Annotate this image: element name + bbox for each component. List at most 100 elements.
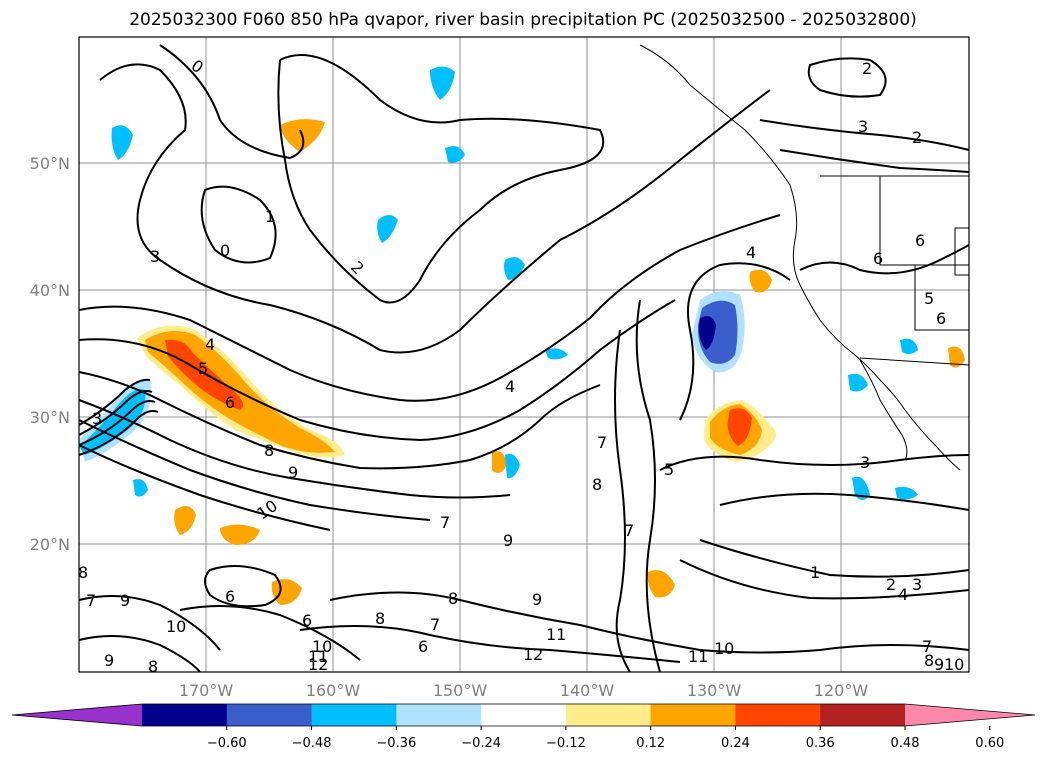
coastline-baja [859,359,908,461]
positive-anomaly-east-strong [727,408,752,446]
colorbar-tick-label: 0.48 [891,736,920,751]
coastline-north-america [639,44,961,471]
contour-line-1a [200,185,277,264]
contour-label-4-d: 4 [898,585,908,604]
negative-anomaly-small-2 [111,125,133,160]
map-panel: 0 0 1 1 2 2 2 2 3 3 3 3 3 4 4 4 4 5 5 5 … [78,36,970,676]
negative-anomaly-small-3 [377,215,398,243]
contour-label-9-e: 9 [104,651,114,670]
negative-anomaly-small-4 [504,256,525,280]
coastlines [639,44,970,471]
contour-line-2 [277,54,605,304]
dense-contours-west [78,378,159,456]
lat-label-40n: 40°N [30,281,70,300]
dense-contour-2 [78,390,153,436]
contour-label-9-a: 9 [288,463,298,482]
colorbar-tick-label: −0.12 [546,736,586,751]
contour-line-south-1 [329,591,970,654]
colorbar-segment [396,704,482,726]
state-border-1 [879,176,969,266]
contour-label-8-e: 8 [592,475,602,494]
colorbar-segment [650,704,736,726]
contour-line-4 [78,214,781,402]
lon-label-130w: 130°W [687,681,742,700]
positive-anomaly-small-3 [271,579,302,605]
contour-label-2-b: 2 [862,59,872,78]
contour-label-8-a: 8 [264,441,274,460]
negative-anomaly-offshore-core [698,316,716,350]
contour-label-6-b: 6 [225,587,235,606]
positive-anomaly-small-2 [647,570,675,598]
negative-anomaly-small-1 [430,66,455,100]
negative-anomaly-small-11 [133,479,148,497]
contour-label-11-c: 11 [308,647,328,666]
dense-contour-1 [78,378,151,426]
contour-line-7 [78,399,511,499]
contour-label-6-a: 6 [225,393,235,412]
contour-label-11-a: 11 [546,625,566,644]
contour-label-8-f: 8 [78,563,88,582]
positive-anomaly-small-7 [492,451,507,474]
lon-label-120w: 120°W [814,681,869,700]
positive-anomaly-strong [165,339,244,410]
colorbar-tick-label: 0.12 [636,736,665,751]
contour-line-east-3 [679,559,970,600]
contour-label-12-b: 12 [308,655,328,674]
contour-label-group: 0 0 1 1 2 2 2 2 3 3 3 3 3 4 4 4 4 5 5 5 … [78,56,964,676]
contour-label-6-c: 6 [302,611,312,630]
contour-line-vertical-1 [635,299,661,673]
contour-label-5-c: 5 [924,289,934,308]
contour-label-1-a: 1 [265,207,275,226]
contour-label-3-e: 3 [92,409,102,428]
contour-label-7-f: 7 [624,521,634,540]
contour-label-11-b: 11 [688,647,708,666]
state-border-2 [914,265,969,331]
lon-label-160w: 160°W [306,681,361,700]
colorbar-extend-min [12,704,142,726]
contour-label-7-b: 7 [597,433,607,452]
lon-label-170w: 170°W [179,681,234,700]
contour-label-1-b: 1 [810,563,820,582]
colorbar: −0.60 −0.48 −0.36 −0.24 −0.12 0.12 0.24 0.36 0.4… [11,703,1036,751]
contour-label-3-b: 3 [858,117,868,136]
contour-line-5 [78,299,676,442]
contour-line-9 [78,444,331,531]
lat-label-50n: 50°N [30,154,70,173]
longitude-labels: 170°W 160°W 150°W 140°W 130°W 120°W [179,681,869,700]
contour-label-4-a: 4 [205,335,215,354]
contour-line-6 [78,371,601,470]
contour-line-south-4 [78,595,221,651]
colorbar-tick-label: −0.48 [292,736,332,751]
negative-anomaly-small-9 [900,338,918,355]
contour-line-0 [159,44,305,160]
contour-line-east-4 [659,454,970,471]
contour-line-east-2 [699,539,970,578]
contour-label-9-f: 9 [934,655,944,674]
colorbar-tick-label: −0.60 [207,736,247,751]
contour-label-9-d: 9 [532,590,542,609]
contour-line-ne [759,119,970,151]
contour-line-south-5 [78,635,201,673]
contour-label-3-d: 3 [912,575,922,594]
colorbar-outline [11,703,1036,727]
contour-label-8-c: 8 [448,589,458,608]
contour-line-sw-closed [204,565,282,608]
contour-label-12-a: 12 [523,645,543,664]
contour-label-5-a: 5 [198,359,208,378]
contour-label-10-e: 10 [944,655,964,674]
contour-line-8 [78,419,431,521]
contour-label-6-g: 6 [915,231,925,250]
colorbar-extend-max [905,704,1035,726]
contour-line-south-3 [179,605,361,661]
contour-line-east-1 [719,492,970,511]
contour-label-8-g: 8 [924,651,934,670]
contour-label-9-b: 9 [120,591,130,610]
negative-anomaly-small-7 [852,476,870,500]
negative-anomaly-small-5 [445,146,465,163]
contour-label-6-f: 6 [936,309,946,328]
contour-label-7-c: 7 [430,615,440,634]
colorbar-tick-label: 0.24 [721,736,750,751]
map-frame [78,36,970,673]
colorbar-segment [735,704,821,726]
positive-anomaly-small-5 [220,524,260,545]
